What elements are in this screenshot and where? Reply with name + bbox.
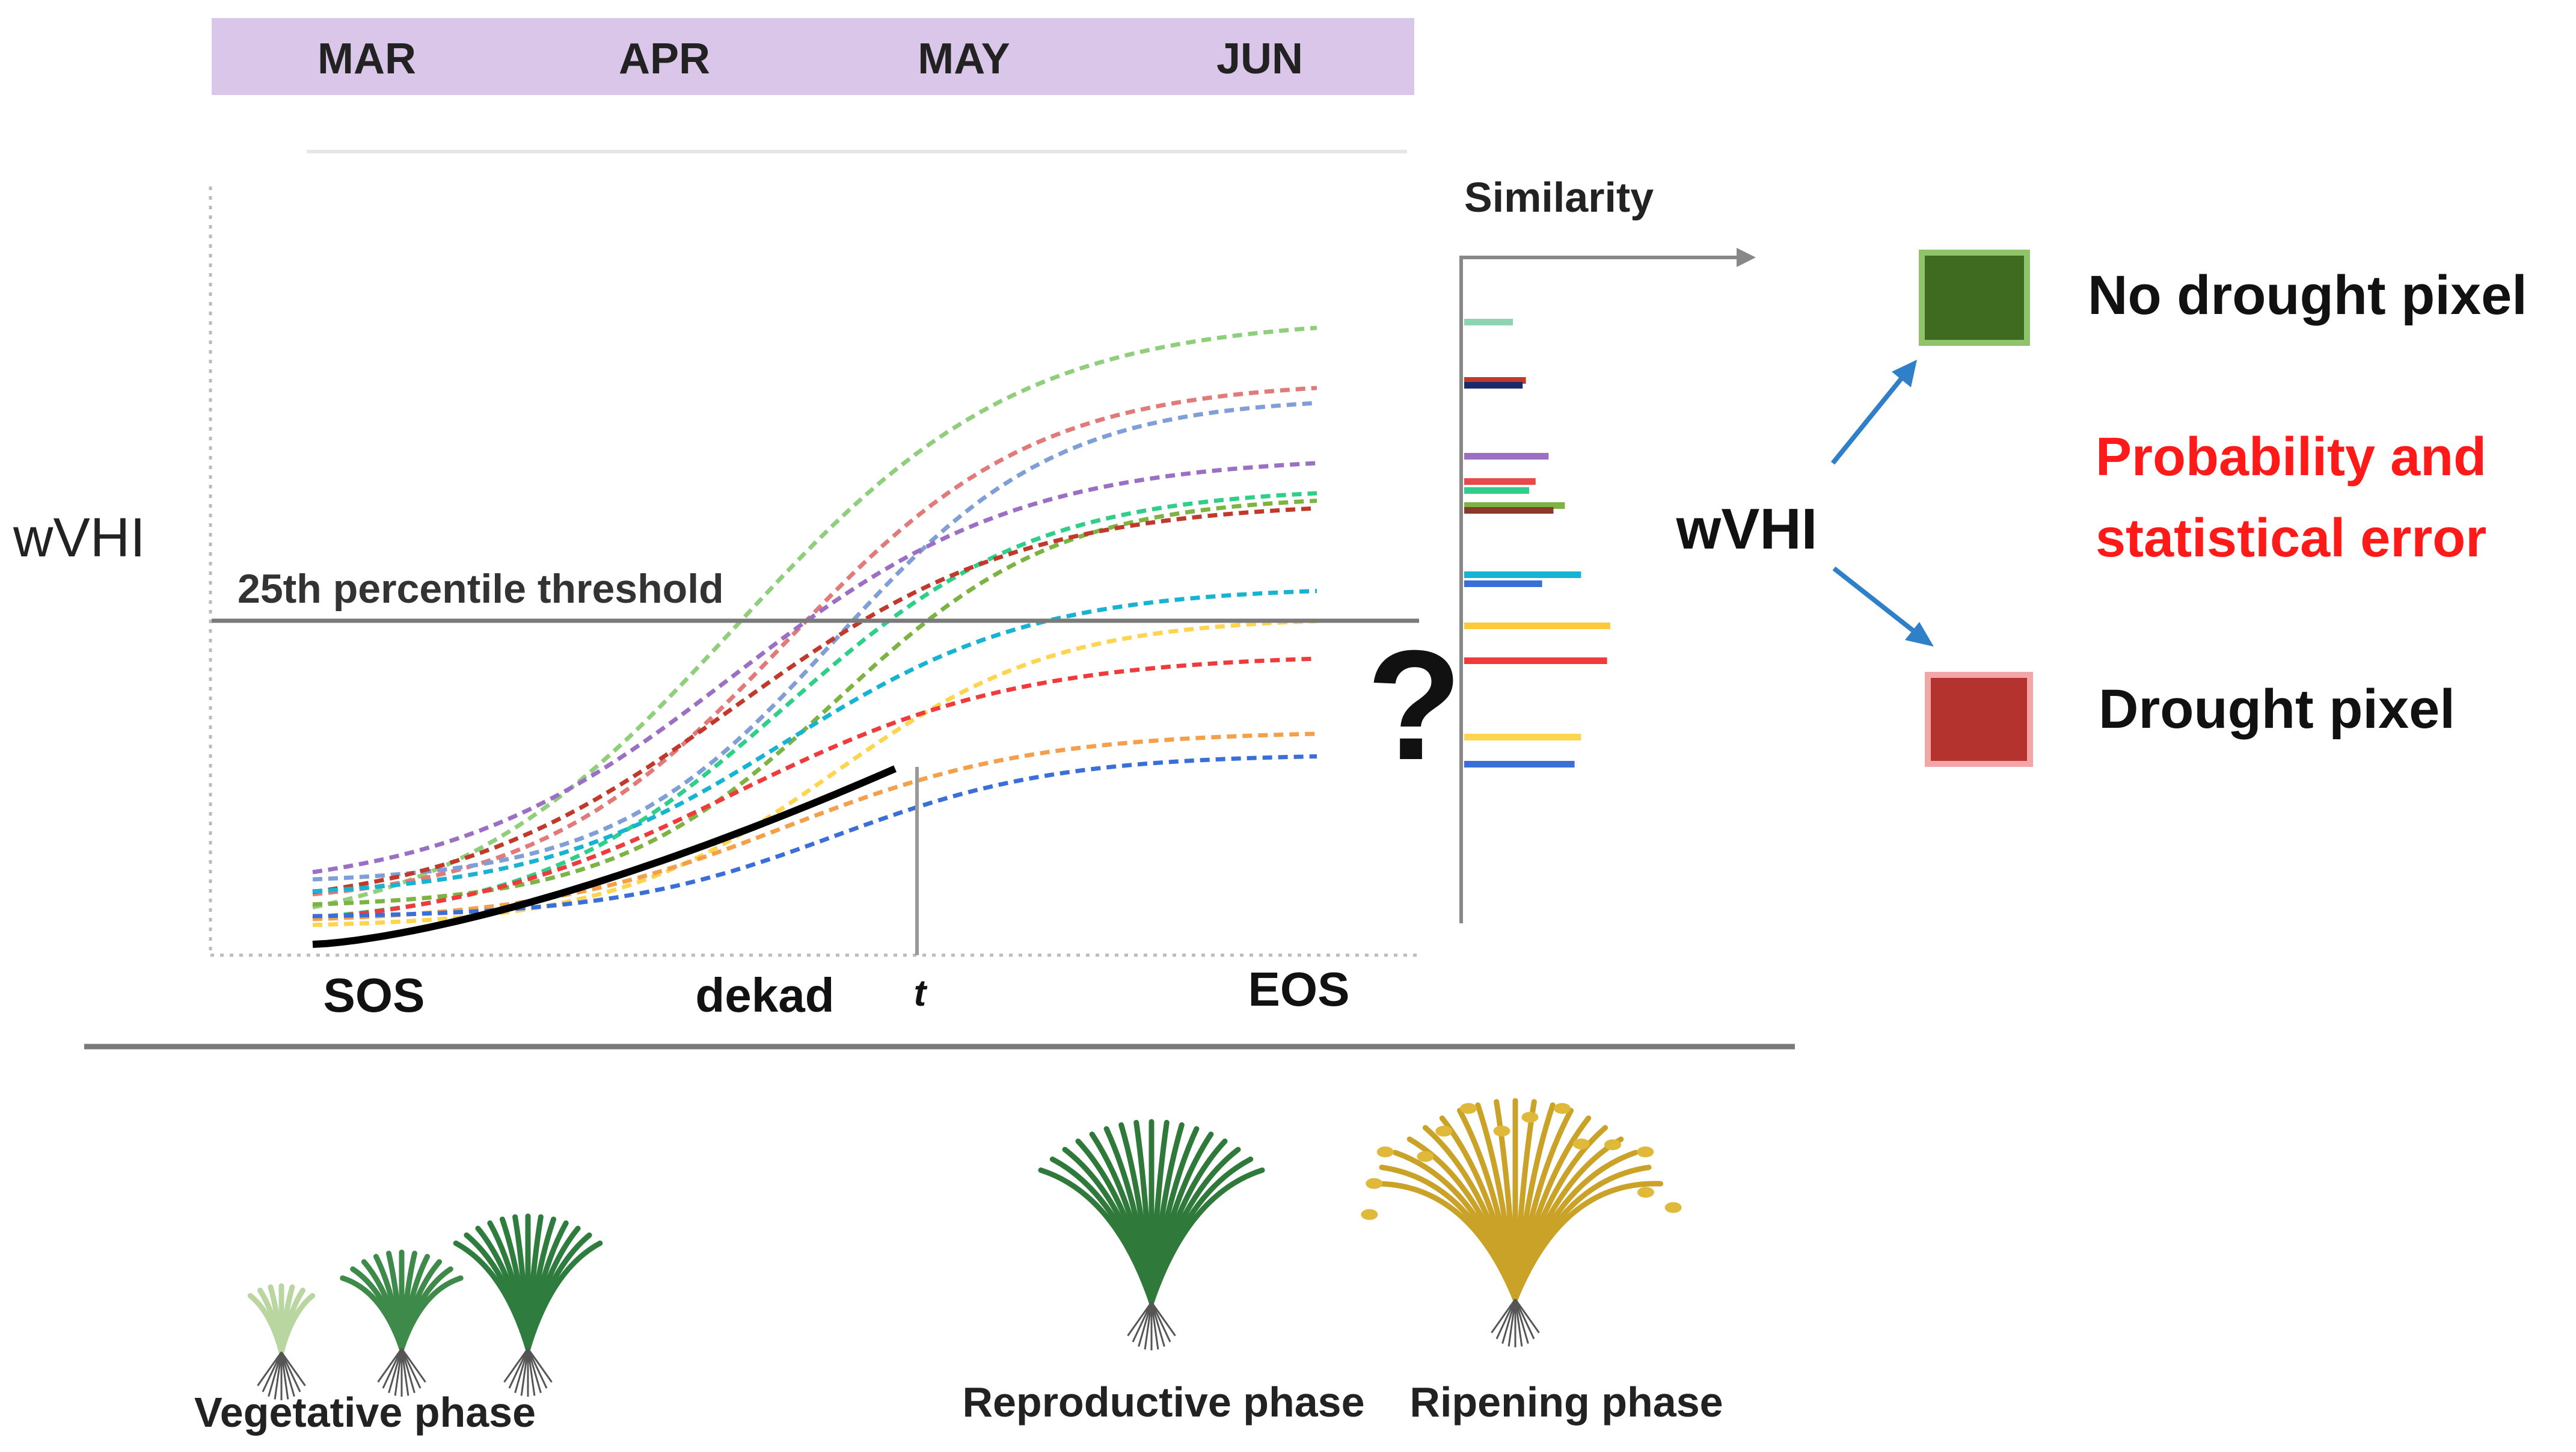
- historical-series-2: [312, 386, 1317, 897]
- historical-series-11: [312, 731, 1317, 921]
- plant-ripening: [1361, 1098, 1682, 1347]
- similarity-bar-4: [1464, 453, 1549, 460]
- plant-seedling-1: [247, 1283, 316, 1400]
- historical-series-3: [312, 401, 1317, 882]
- historical-series-4: [312, 461, 1317, 875]
- similarity-bar-10: [1464, 580, 1542, 587]
- no-drought-label: No drought pixel: [2088, 265, 2527, 326]
- x-label-sos: SOS: [324, 968, 425, 1022]
- historical-curves: [312, 325, 1317, 927]
- similarity-bar-8: [1464, 507, 1554, 514]
- month-label-apr: APR: [619, 35, 710, 83]
- crop-illustrations: [247, 1098, 1682, 1400]
- similarity-bar-13: [1464, 734, 1581, 740]
- similarity-bar-11: [1464, 623, 1610, 629]
- similarity-bar-9: [1464, 571, 1581, 578]
- arrowhead-drought: [1905, 622, 1934, 647]
- similarity-bar-7: [1464, 502, 1565, 509]
- phase-label-ripening: Ripening phase: [1409, 1379, 1723, 1426]
- similarity-bar-14: [1464, 761, 1575, 768]
- similarity-bar-5: [1464, 478, 1536, 485]
- y-axis-label: wVHI: [13, 507, 146, 568]
- arrowhead-no-drought: [1892, 360, 1917, 387]
- month-label-mar: MAR: [317, 35, 416, 83]
- probability-note-line-1: Probability and: [2096, 427, 2486, 487]
- drought-label: Drought pixel: [2099, 678, 2455, 740]
- historical-series-7: [312, 506, 1317, 894]
- historical-series-8: [312, 589, 1317, 894]
- similarity-bar-3: [1464, 382, 1523, 389]
- similarity-bar-12: [1464, 657, 1607, 664]
- similarity-bar-1: [1464, 319, 1513, 325]
- historical-series-1: [312, 325, 1317, 909]
- month-label-jun: JUN: [1216, 35, 1303, 83]
- similarity-bars: [1464, 319, 1610, 768]
- x-label-dekad: dekad: [695, 968, 834, 1022]
- similarity-bar-6: [1464, 487, 1529, 494]
- plant-seedling-2: [340, 1249, 464, 1397]
- x-label-eos: EOS: [1248, 962, 1350, 1016]
- no-drought-swatch: [1919, 250, 2030, 346]
- similarity-bar-2: [1464, 377, 1526, 384]
- historical-series-12: [312, 754, 1317, 918]
- arrow-to-drought: [1832, 566, 1920, 637]
- plant-reproductive: [1038, 1119, 1265, 1350]
- observed-curve: [312, 765, 897, 948]
- x-label-t: t: [914, 973, 928, 1014]
- arrow-to-no-drought: [1830, 372, 1907, 465]
- unknown-outcome-mark: ?: [1367, 618, 1462, 793]
- plant-seedling-3: [453, 1213, 603, 1397]
- phase-label-vegetative: Vegetative phase: [194, 1389, 536, 1436]
- similarity-label: Similarity: [1464, 174, 1654, 221]
- classifier-label: wVHI: [1676, 497, 1818, 561]
- historical-series-6: [312, 499, 1317, 907]
- drought-swatch: [1925, 672, 2033, 767]
- historical-series-5: [312, 491, 1317, 920]
- month-label-may: MAY: [918, 35, 1010, 83]
- similarity-axis-arrowhead: [1737, 248, 1756, 267]
- month-band: [212, 18, 1414, 95]
- threshold-label: 25th percentile threshold: [238, 566, 724, 612]
- probability-note-line-2: statistical error: [2096, 508, 2486, 568]
- phase-label-reproductive: Reproductive phase: [962, 1379, 1364, 1426]
- historical-series-10: [312, 656, 1317, 921]
